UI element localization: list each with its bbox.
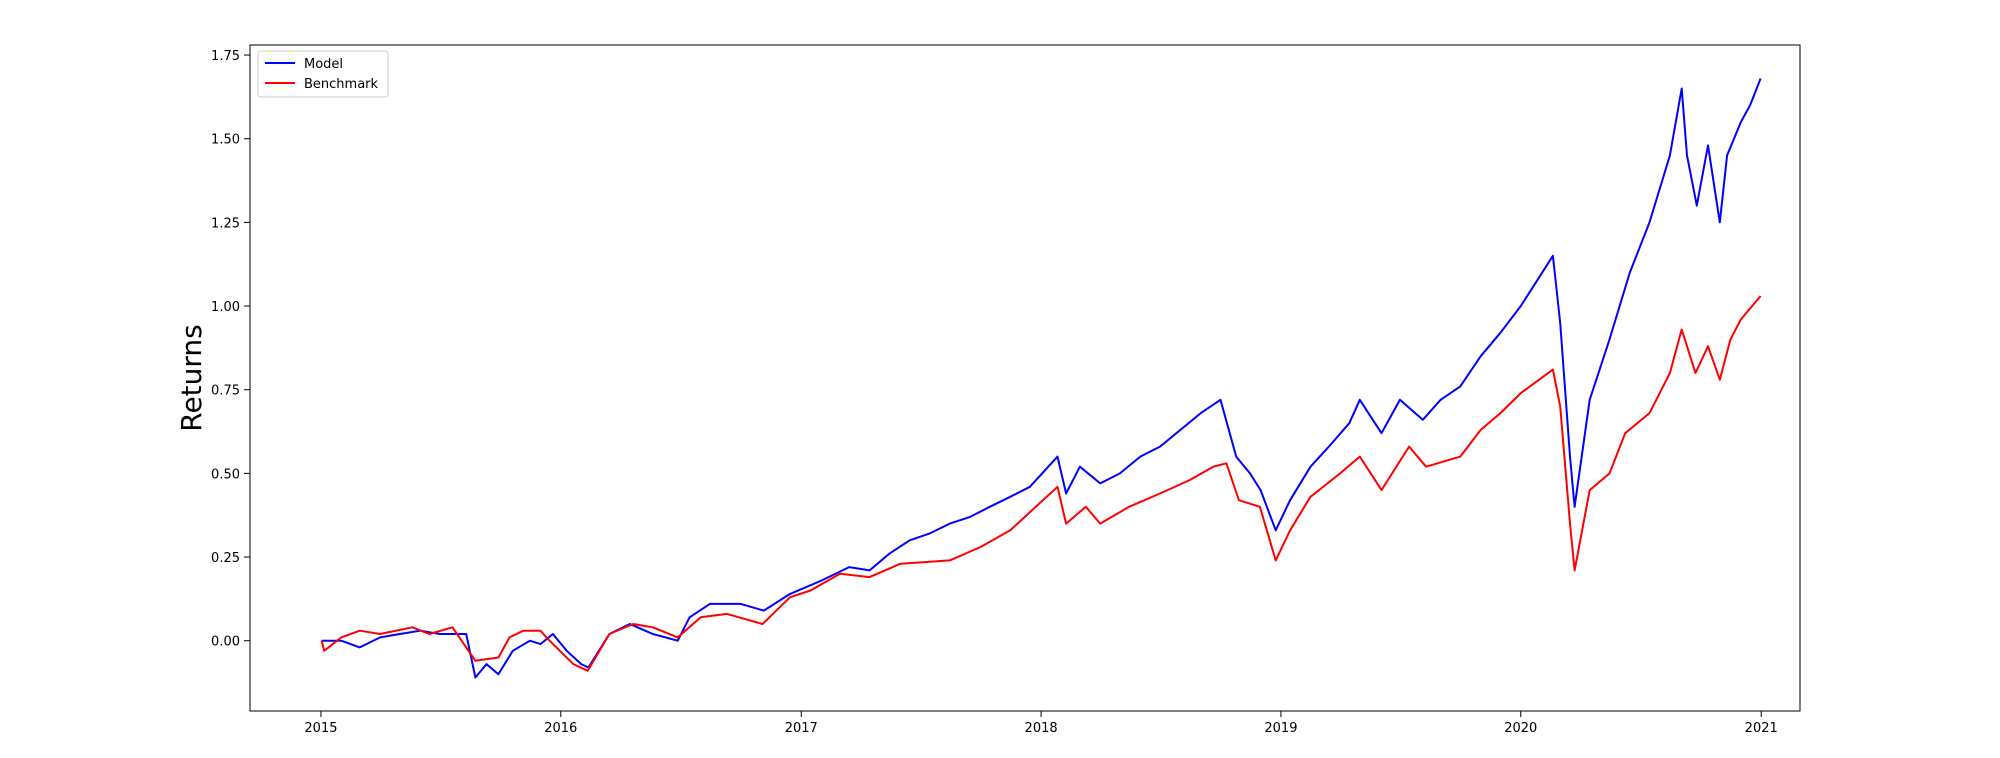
x-axis: 2015 2016 2017 2018 2019 2020 2021: [304, 711, 1778, 736]
legend: Model Benchmark: [257, 50, 389, 98]
x-tick-label: 2019: [1264, 721, 1297, 736]
plot-frame: [249, 44, 1801, 712]
x-tick-label: 2018: [1025, 721, 1058, 736]
y-tick-label: 1.50: [211, 133, 240, 148]
y-tick-label: 0.00: [211, 635, 240, 650]
y-axis: 0.00 0.25 0.50 0.75 1.00 1.25 1.50 1.75: [211, 49, 250, 650]
y-tick-label: 1.75: [211, 49, 240, 64]
y-tick-label: 0.75: [211, 384, 240, 399]
x-tick-label: 2016: [544, 721, 577, 736]
x-tick-label: 2020: [1504, 721, 1537, 736]
y-tick-label: 0.25: [211, 551, 240, 566]
y-tick-label: 1.25: [211, 216, 240, 231]
y-tick-label: 1.00: [211, 300, 240, 315]
y-axis-label: Returns: [175, 324, 208, 432]
x-tick-label: 2015: [304, 721, 337, 736]
series-line-model: [321, 78, 1762, 679]
x-tick-label: 2017: [785, 721, 818, 736]
x-tick-label: 2021: [1745, 721, 1778, 736]
legend-label-benchmark: Benchmark: [304, 77, 379, 92]
plot-area: [250, 45, 1800, 711]
legend-label-model: Model: [304, 57, 343, 72]
y-tick-label: 0.50: [211, 467, 240, 482]
series-layer: [320, 78, 1762, 679]
series-line-benchmark: [320, 295, 1762, 672]
